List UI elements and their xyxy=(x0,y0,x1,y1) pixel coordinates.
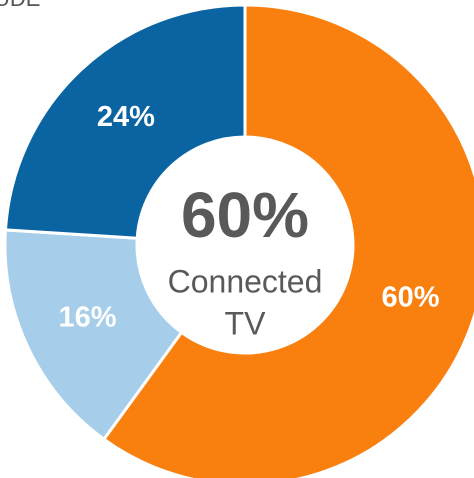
center-label: TV xyxy=(225,305,267,341)
center-value: 60% xyxy=(181,179,309,251)
data-label: 24% xyxy=(97,101,155,133)
donut-segment xyxy=(3,228,184,442)
donut-segment xyxy=(101,3,474,478)
center-label: Connected xyxy=(168,263,323,299)
annotation: UDE xyxy=(0,0,40,11)
donut-segment xyxy=(3,3,247,240)
data-label: 16% xyxy=(59,302,117,334)
data-label: 60% xyxy=(381,281,439,313)
